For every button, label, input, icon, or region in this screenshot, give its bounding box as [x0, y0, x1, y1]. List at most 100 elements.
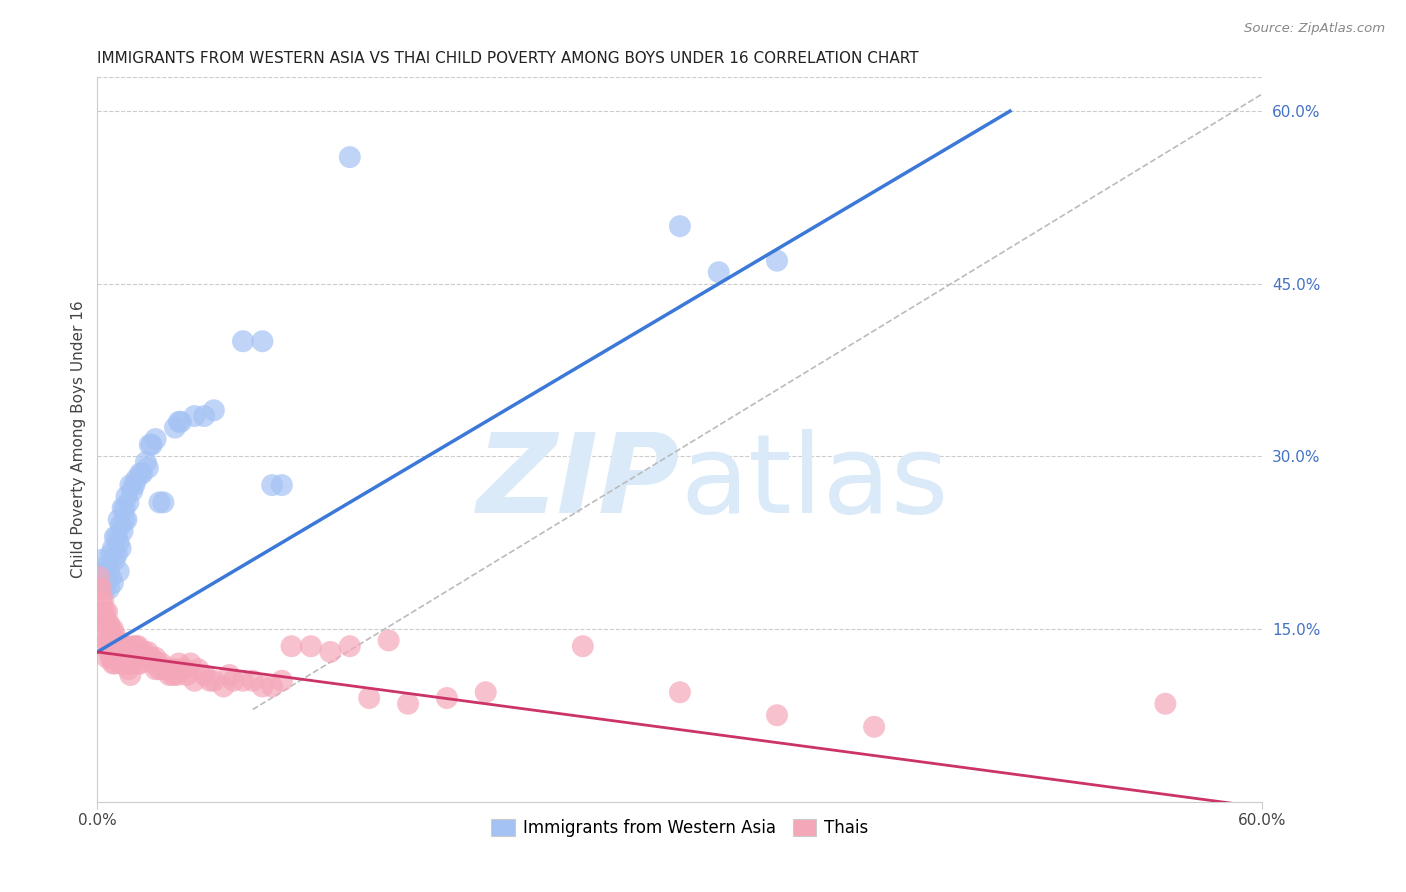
Point [96, 558, 118, 573]
Point [91, 605, 114, 619]
Text: Source: ZipAtlas.com: Source: ZipAtlas.com [1244, 22, 1385, 36]
Point [98, 633, 121, 648]
Point [212, 680, 235, 694]
Point [89, 570, 111, 584]
Point [572, 639, 595, 653]
Point [170, 662, 193, 676]
Point [173, 662, 195, 676]
Point [121, 657, 143, 671]
Text: IMMIGRANTS FROM WESTERN ASIA VS THAI CHILD POVERTY AMONG BOYS UNDER 16 CORRELATI: IMMIGRANTS FROM WESTERN ASIA VS THAI CHI… [97, 51, 920, 66]
Point [131, 467, 153, 481]
Point [107, 565, 129, 579]
Point [121, 483, 143, 498]
Point [150, 657, 173, 671]
Point [120, 668, 142, 682]
Point [280, 639, 302, 653]
Point [107, 535, 129, 549]
Point [111, 657, 134, 671]
Point [766, 253, 789, 268]
Point [863, 720, 886, 734]
Point [146, 657, 169, 671]
Point [122, 650, 145, 665]
Point [114, 639, 136, 653]
Text: atlas: atlas [681, 429, 949, 536]
Point [766, 708, 789, 723]
Point [105, 530, 128, 544]
Point [139, 650, 162, 665]
Point [707, 265, 730, 279]
Point [91, 616, 114, 631]
Point [98, 582, 121, 596]
Point [127, 639, 149, 653]
Point [91, 593, 114, 607]
Point [101, 576, 124, 591]
Point [96, 570, 118, 584]
Point [96, 650, 118, 665]
Point [111, 645, 134, 659]
Point [142, 657, 165, 671]
Point [107, 513, 129, 527]
Point [111, 524, 134, 538]
Point [115, 490, 138, 504]
Point [474, 685, 496, 699]
Point [339, 150, 361, 164]
Point [91, 570, 114, 584]
Point [145, 650, 167, 665]
Point [94, 616, 117, 631]
Point [436, 691, 458, 706]
Point [145, 662, 167, 676]
Y-axis label: Child Poverty Among Boys Under 16: Child Poverty Among Boys Under 16 [72, 301, 86, 578]
Point [319, 645, 342, 659]
Point [100, 650, 122, 665]
Point [101, 639, 124, 653]
Point [104, 628, 127, 642]
Point [98, 616, 121, 631]
Point [110, 657, 132, 671]
Point [163, 420, 186, 434]
Point [232, 334, 254, 349]
Point [131, 650, 153, 665]
Point [183, 409, 205, 423]
Point [377, 633, 399, 648]
Point [299, 639, 322, 653]
Point [96, 605, 118, 619]
Point [104, 657, 127, 671]
Point [94, 633, 117, 648]
Point [669, 685, 692, 699]
Point [115, 639, 138, 653]
Point [89, 582, 111, 596]
Point [129, 467, 152, 481]
Point [180, 657, 202, 671]
Point [136, 460, 159, 475]
Point [110, 518, 132, 533]
Point [136, 645, 159, 659]
Point [90, 605, 112, 619]
Point [120, 478, 142, 492]
Point [105, 633, 128, 648]
Point [122, 478, 145, 492]
Point [104, 530, 127, 544]
Point [252, 334, 274, 349]
Point [114, 657, 136, 671]
Point [152, 662, 174, 676]
Point [125, 639, 148, 653]
Point [183, 673, 205, 688]
Point [98, 565, 121, 579]
Point [121, 639, 143, 653]
Point [100, 547, 122, 561]
Point [94, 582, 117, 596]
Point [101, 541, 124, 556]
Point [170, 415, 193, 429]
Point [1154, 697, 1177, 711]
Point [202, 673, 225, 688]
Point [148, 495, 170, 509]
Point [104, 553, 127, 567]
Point [90, 582, 112, 596]
Point [114, 513, 136, 527]
Point [359, 691, 381, 706]
Point [94, 565, 117, 579]
Point [104, 639, 127, 653]
Point [89, 570, 111, 584]
Point [105, 645, 128, 659]
Point [669, 219, 692, 234]
